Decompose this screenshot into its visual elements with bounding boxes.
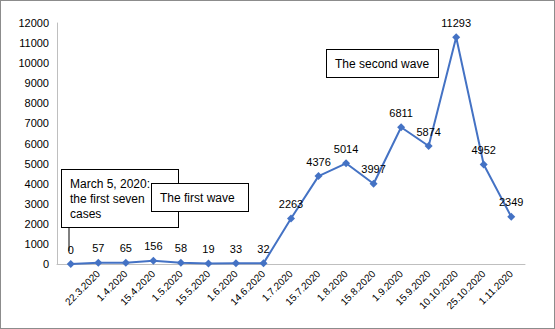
svg-text:15.7.2020: 15.7.2020 [283,268,323,308]
svg-text:2349: 2349 [499,196,523,208]
svg-text:25.10.2020: 25.10.2020 [444,268,488,312]
svg-text:0: 0 [67,243,74,256]
svg-text:156: 156 [144,240,162,252]
svg-text:The first wave: The first wave [160,191,235,205]
svg-text:1.5.2020: 1.5.2020 [149,268,185,304]
svg-text:12000: 12000 [18,17,49,29]
svg-text:33: 33 [230,243,242,255]
svg-text:11000: 11000 [19,37,49,49]
svg-text:1.8.2020: 1.8.2020 [314,268,350,304]
svg-text:5014: 5014 [334,143,358,155]
svg-text:57: 57 [92,242,104,254]
svg-text:2263: 2263 [279,198,303,210]
svg-text:7000: 7000 [25,117,49,129]
svg-text:1000: 1000 [25,238,49,250]
svg-text:15.9.2020: 15.9.2020 [393,268,433,308]
svg-text:11293: 11293 [441,17,471,29]
svg-text:6811: 6811 [389,107,413,119]
svg-text:3997: 3997 [361,163,385,175]
svg-text:3000: 3000 [25,198,49,210]
svg-text:The second wave: The second wave [335,57,429,71]
svg-text:6000: 6000 [25,138,49,150]
svg-text:the first seven: the first seven [70,192,148,206]
svg-text:4376: 4376 [306,156,330,168]
svg-text:10.10.2020: 10.10.2020 [416,268,461,312]
svg-text:58: 58 [175,242,187,254]
svg-text:19: 19 [202,243,214,255]
svg-text:0: 0 [43,258,49,270]
svg-text:15.8.2020: 15.8.2020 [338,268,378,308]
svg-text:1.9.2020: 1.9.2020 [369,268,405,304]
svg-text:15.5.2020: 15.5.2020 [173,268,213,308]
svg-text:9000: 9000 [25,77,49,89]
svg-text:15.4.2020: 15.4.2020 [118,268,158,308]
svg-text:32: 32 [257,243,269,255]
svg-text:1.7.2020: 1.7.2020 [259,268,295,304]
svg-text:1.6.2020: 1.6.2020 [204,268,240,304]
svg-text:1.11.2020: 1.11.2020 [476,268,515,307]
svg-text:10000: 10000 [18,57,49,69]
svg-text:1.4.2020: 1.4.2020 [94,268,130,304]
svg-text:5000: 5000 [25,158,49,170]
svg-text:22.3.2020: 22.3.2020 [63,268,103,308]
svg-text:5874: 5874 [416,126,440,138]
svg-text:2000: 2000 [25,218,49,230]
svg-text:4952: 4952 [471,144,495,156]
svg-text:65: 65 [120,242,132,254]
svg-text:March 5, 2020:: March 5, 2020: [70,177,153,191]
svg-text:4000: 4000 [25,178,49,190]
svg-text:cases: cases [70,207,101,221]
svg-text:14.6.2020: 14.6.2020 [228,268,268,308]
svg-text:8000: 8000 [25,97,49,109]
